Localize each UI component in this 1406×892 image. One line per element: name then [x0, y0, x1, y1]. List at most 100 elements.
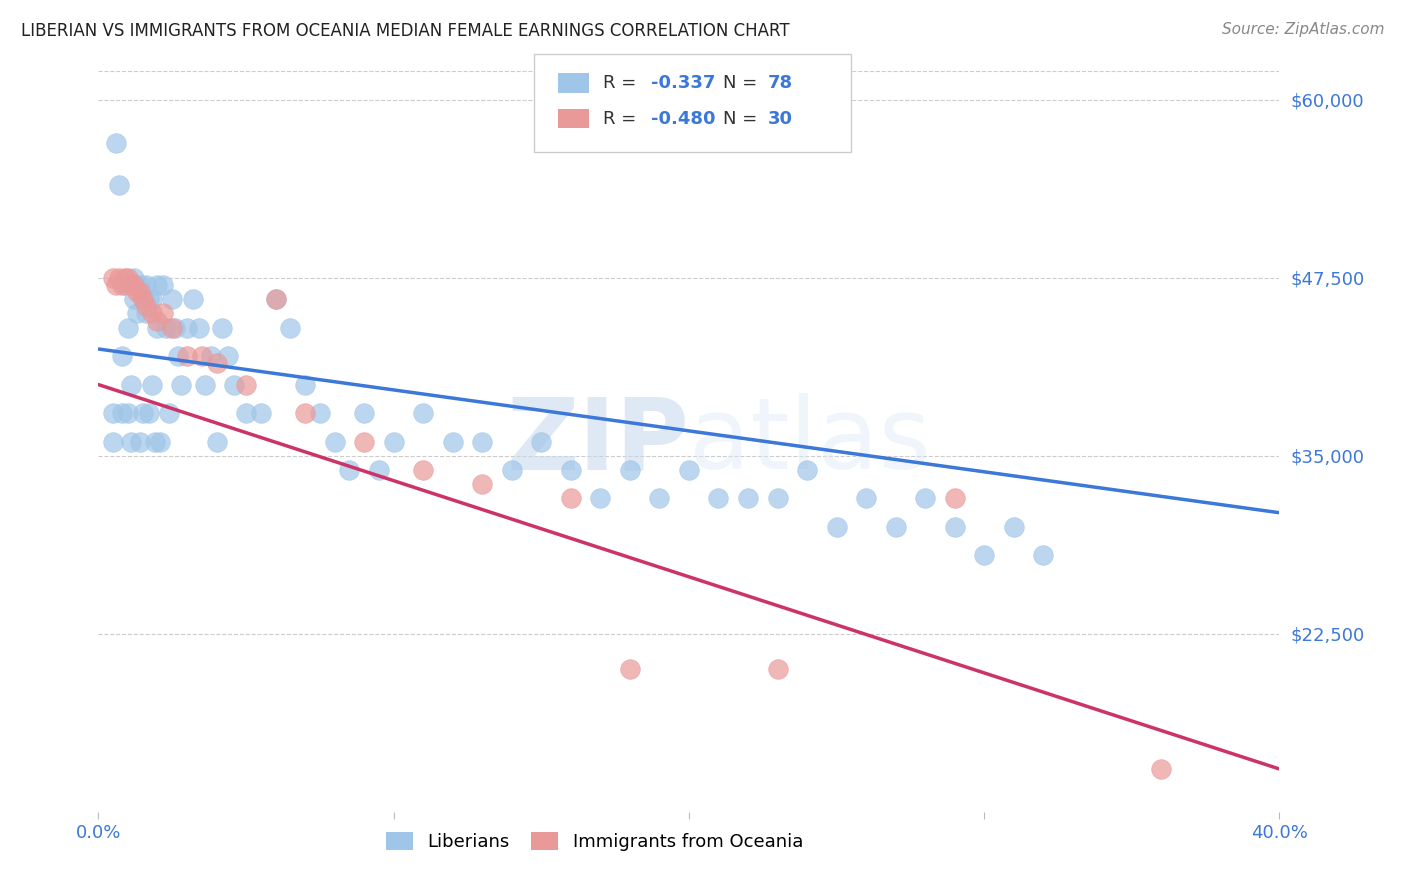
Point: [135, 299, 157, 313]
Point: [914, 491, 936, 506]
Point: [619, 463, 641, 477]
Text: -0.480: -0.480: [651, 110, 716, 128]
Point: [105, 277, 128, 292]
Point: [146, 320, 169, 334]
Text: -0.337: -0.337: [651, 74, 716, 92]
Point: [143, 434, 166, 449]
Point: [165, 320, 187, 334]
Point: [149, 434, 172, 449]
Point: [339, 463, 361, 477]
Point: [103, 406, 125, 420]
Point: [194, 377, 217, 392]
Point: [200, 349, 222, 363]
Point: [103, 434, 125, 449]
Point: [132, 292, 155, 306]
Point: [191, 349, 214, 363]
Point: [120, 434, 142, 449]
Point: [353, 434, 375, 449]
Point: [235, 377, 257, 392]
Text: ZIP: ZIP: [506, 393, 689, 490]
Point: [737, 491, 759, 506]
Point: [117, 320, 139, 334]
Point: [141, 292, 163, 306]
Point: [1002, 520, 1025, 534]
Point: [382, 434, 405, 449]
Point: [103, 270, 125, 285]
Point: [176, 349, 198, 363]
Point: [170, 377, 193, 392]
Point: [120, 377, 142, 392]
Legend: Liberians, Immigrants from Oceania: Liberians, Immigrants from Oceania: [378, 824, 810, 858]
Point: [309, 406, 332, 420]
Point: [138, 292, 160, 306]
Point: [1150, 762, 1173, 776]
Point: [825, 520, 848, 534]
Point: [114, 270, 136, 285]
Point: [128, 285, 150, 299]
Point: [205, 356, 228, 370]
Point: [224, 377, 246, 392]
Point: [766, 662, 789, 676]
Point: [471, 434, 494, 449]
Point: [135, 306, 157, 320]
Point: [560, 463, 582, 477]
Point: [501, 463, 523, 477]
Point: [943, 491, 966, 506]
Point: [181, 292, 204, 306]
Point: [973, 549, 995, 563]
Point: [152, 306, 174, 320]
Point: [125, 306, 148, 320]
Point: [132, 292, 155, 306]
Point: [128, 434, 150, 449]
Point: [412, 463, 434, 477]
Point: [560, 491, 582, 506]
Text: N =: N =: [723, 74, 762, 92]
Text: R =: R =: [603, 74, 643, 92]
Point: [884, 520, 907, 534]
Point: [943, 520, 966, 534]
Point: [648, 491, 671, 506]
Text: atlas: atlas: [689, 393, 931, 490]
Point: [1032, 549, 1054, 563]
Point: [132, 406, 155, 420]
Point: [111, 277, 134, 292]
Point: [368, 463, 391, 477]
Point: [108, 270, 131, 285]
Text: R =: R =: [603, 110, 643, 128]
Point: [117, 270, 139, 285]
Point: [766, 491, 789, 506]
Point: [138, 406, 160, 420]
Point: [152, 277, 174, 292]
Point: [678, 463, 700, 477]
Point: [162, 320, 183, 334]
Point: [323, 434, 346, 449]
Point: [141, 306, 163, 320]
Point: [707, 491, 730, 506]
Point: [155, 320, 177, 334]
Point: [167, 349, 190, 363]
Text: LIBERIAN VS IMMIGRANTS FROM OCEANIA MEDIAN FEMALE EARNINGS CORRELATION CHART: LIBERIAN VS IMMIGRANTS FROM OCEANIA MEDI…: [21, 22, 790, 40]
Point: [264, 292, 287, 306]
Point: [125, 285, 148, 299]
Point: [217, 349, 239, 363]
Point: [211, 320, 233, 334]
Point: [471, 477, 494, 491]
Point: [280, 320, 302, 334]
Point: [128, 277, 150, 292]
Point: [187, 320, 209, 334]
Point: [108, 178, 131, 193]
Point: [122, 277, 145, 292]
Point: [146, 277, 169, 292]
Text: N =: N =: [723, 110, 762, 128]
Point: [141, 377, 163, 392]
Point: [117, 406, 139, 420]
Point: [176, 320, 198, 334]
Point: [111, 406, 134, 420]
Point: [120, 277, 142, 292]
Point: [135, 277, 157, 292]
Point: [122, 292, 145, 306]
Text: 30: 30: [768, 110, 793, 128]
Point: [412, 406, 434, 420]
Point: [125, 277, 148, 292]
Point: [146, 313, 169, 327]
